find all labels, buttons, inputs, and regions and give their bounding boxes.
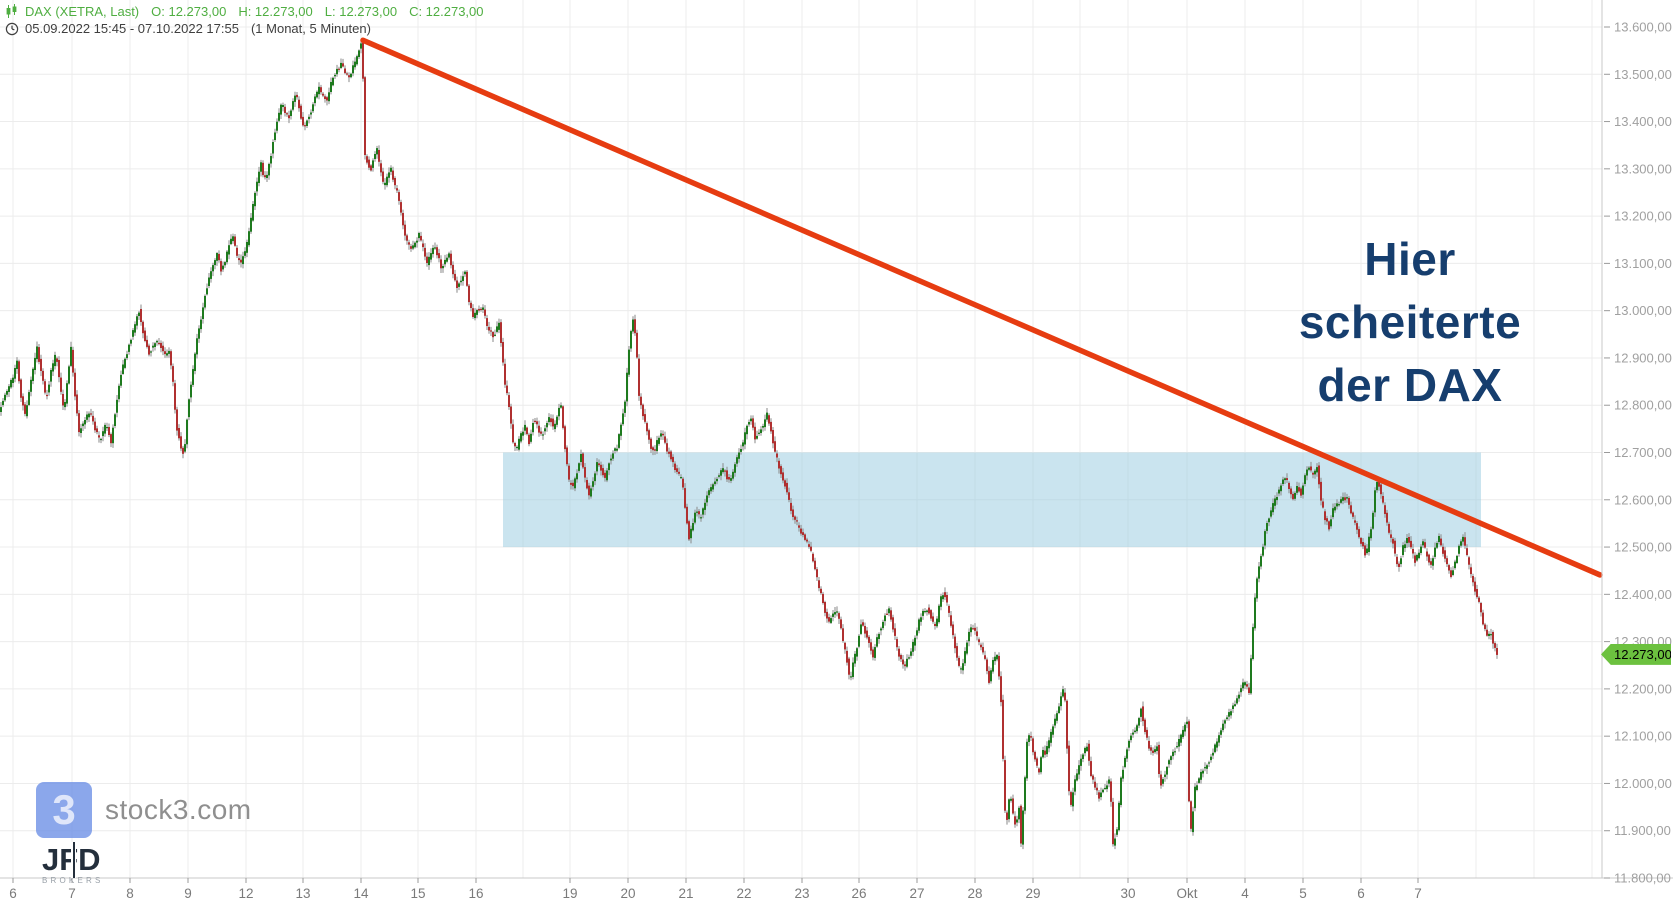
y-axis-labels: 13.600,00 13.500,00 13.400,00 13.300,00 13.2… [1604,20,1672,886]
y-axis-label: 12.800,00 [1614,398,1672,413]
x-axis-label: 21 [678,886,693,901]
x-axis-label: 6 [9,886,17,901]
y-axis-label: 12.200,00 [1614,681,1672,696]
x-axis-label: 29 [1025,886,1040,901]
y-axis-label: 12.900,00 [1614,350,1672,365]
ohlc-close: C: 12.273,00 [409,3,484,19]
x-axis-label: 20 [620,886,635,901]
chart-header: DAX (XETRA, Last) O: 12.273,00 H: 12.273… [5,3,490,37]
x-axis-label: 30 [1120,886,1135,901]
jfd-wordmark: JFD [42,842,104,878]
x-axis-label: 14 [353,886,369,901]
ohlc-high: H: 12.273,00 [238,3,313,19]
jfd-candle-bar [73,842,75,878]
x-axis-label: 23 [794,886,809,901]
timespan-text: 05.09.2022 15:45 - 07.10.2022 17:55 [25,20,239,36]
y-axis-label: 13.500,00 [1614,67,1672,82]
annotation-line-2: scheiterte [1298,296,1522,348]
y-axis-label: 13.100,00 [1614,256,1672,271]
timespan-line: 05.09.2022 15:45 - 07.10.2022 17:55 (1 M… [5,20,490,37]
x-axis-labels: 6 7 8 9 12 13 14 15 16 19 20 21 22 23 26 27 28 29 30 Okt 4 5 6… [9,878,1422,901]
support-zone [503,452,1481,548]
x-axis-label: 16 [468,886,483,901]
y-axis-label: 13.600,00 [1614,20,1672,35]
x-axis-label: 28 [967,886,982,901]
y-axis-label: 12.600,00 [1614,492,1672,507]
x-axis-label: 7 [1414,886,1422,901]
x-axis-label: 12 [238,886,253,901]
jfd-brokers-label: BROKERS [42,876,104,885]
x-axis-label: 6 [1357,886,1365,901]
y-axis-label: 12.000,00 [1614,776,1672,791]
x-axis-label: 19 [562,886,577,901]
y-axis-label: 12.500,00 [1614,540,1672,555]
x-axis-label: 15 [410,886,425,901]
annotation-text: Hier scheiterte der DAX [1235,228,1585,417]
stock3-site-label: stock3.com [105,794,252,825]
annotation-line-1: Hier [1364,233,1456,285]
x-axis-label: 5 [1299,886,1307,901]
x-axis-label: 7 [68,886,76,901]
y-axis-label: 12.700,00 [1614,445,1672,460]
grid-layer [0,0,1602,879]
y-axis-label: 13.000,00 [1614,303,1672,318]
ohlc-low: L: 12.273,00 [324,3,398,19]
x-axis-label: Okt [1176,886,1197,901]
candles-layer [0,38,1498,850]
last-price-tag: 12.273,00 [1601,643,1671,665]
x-axis-label: 9 [184,886,192,901]
y-axis-label: 12.400,00 [1614,587,1672,602]
jfd-logo: JFD BROKERS [42,842,104,885]
interval-text: (1 Monat, 5 Minuten) [250,20,371,36]
y-axis-label: 13.200,00 [1614,209,1672,224]
axis-layer [0,0,1673,879]
x-axis-label: 4 [1241,886,1249,901]
ohlc-open: O: 12.273,00 [151,3,227,19]
x-axis-label: 13 [295,886,310,901]
x-axis-label: 22 [736,886,751,901]
clock-icon [5,22,19,35]
y-axis-label: 13.300,00 [1614,161,1672,176]
y-axis-label: 11.800,00 [1614,871,1671,886]
stock3-logo-icon: 3 [36,782,92,838]
annotation-line-3: der DAX [1317,359,1503,411]
x-axis-label: 8 [126,886,134,901]
x-axis-label: 26 [851,886,866,901]
y-axis-label: 11.900,00 [1614,823,1671,838]
x-axis-label: 27 [909,886,924,901]
instrument-line: DAX (XETRA, Last) O: 12.273,00 H: 12.273… [5,3,490,20]
y-axis-label: 12.100,00 [1614,729,1672,744]
trendline [360,37,1603,578]
instrument-name: DAX (XETRA, Last) [25,3,140,19]
y-axis-label: 13.400,00 [1614,114,1672,129]
stock3-watermark: 3 stock3.com [36,782,252,838]
candlestick-icon [6,4,17,18]
